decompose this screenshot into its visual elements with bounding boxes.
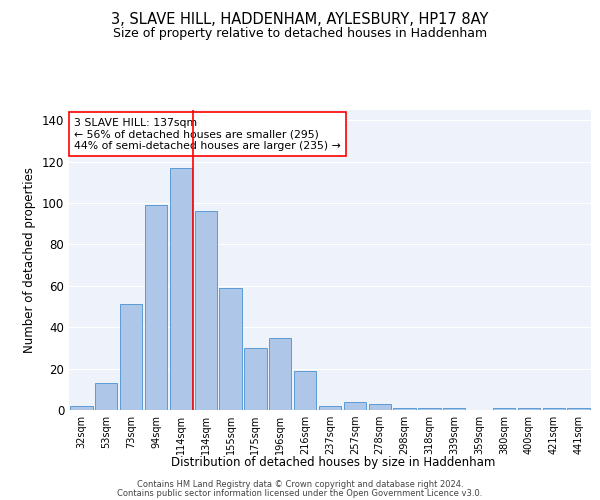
Text: 3, SLAVE HILL, HADDENHAM, AYLESBURY, HP17 8AY: 3, SLAVE HILL, HADDENHAM, AYLESBURY, HP1… xyxy=(112,12,488,28)
Bar xyxy=(568,408,590,410)
Text: Size of property relative to detached houses in Haddenham: Size of property relative to detached ho… xyxy=(113,28,487,40)
Y-axis label: Number of detached properties: Number of detached properties xyxy=(23,167,36,353)
Bar xyxy=(443,408,466,410)
Bar xyxy=(518,408,540,410)
Bar xyxy=(170,168,192,410)
Bar xyxy=(95,383,118,410)
Text: 3 SLAVE HILL: 137sqm
← 56% of detached houses are smaller (295)
44% of semi-deta: 3 SLAVE HILL: 137sqm ← 56% of detached h… xyxy=(74,118,341,150)
Bar xyxy=(269,338,292,410)
Bar xyxy=(493,408,515,410)
Text: Contains HM Land Registry data © Crown copyright and database right 2024.: Contains HM Land Registry data © Crown c… xyxy=(137,480,463,489)
Text: Distribution of detached houses by size in Haddenham: Distribution of detached houses by size … xyxy=(171,456,495,469)
Bar xyxy=(70,406,92,410)
Bar xyxy=(294,370,316,410)
Bar xyxy=(319,406,341,410)
Bar xyxy=(344,402,366,410)
Bar xyxy=(418,408,440,410)
Bar xyxy=(220,288,242,410)
Bar xyxy=(120,304,142,410)
Text: Contains public sector information licensed under the Open Government Licence v3: Contains public sector information licen… xyxy=(118,488,482,498)
Bar xyxy=(368,404,391,410)
Bar xyxy=(542,408,565,410)
Bar xyxy=(145,205,167,410)
Bar xyxy=(244,348,266,410)
Bar xyxy=(394,408,416,410)
Bar xyxy=(194,212,217,410)
